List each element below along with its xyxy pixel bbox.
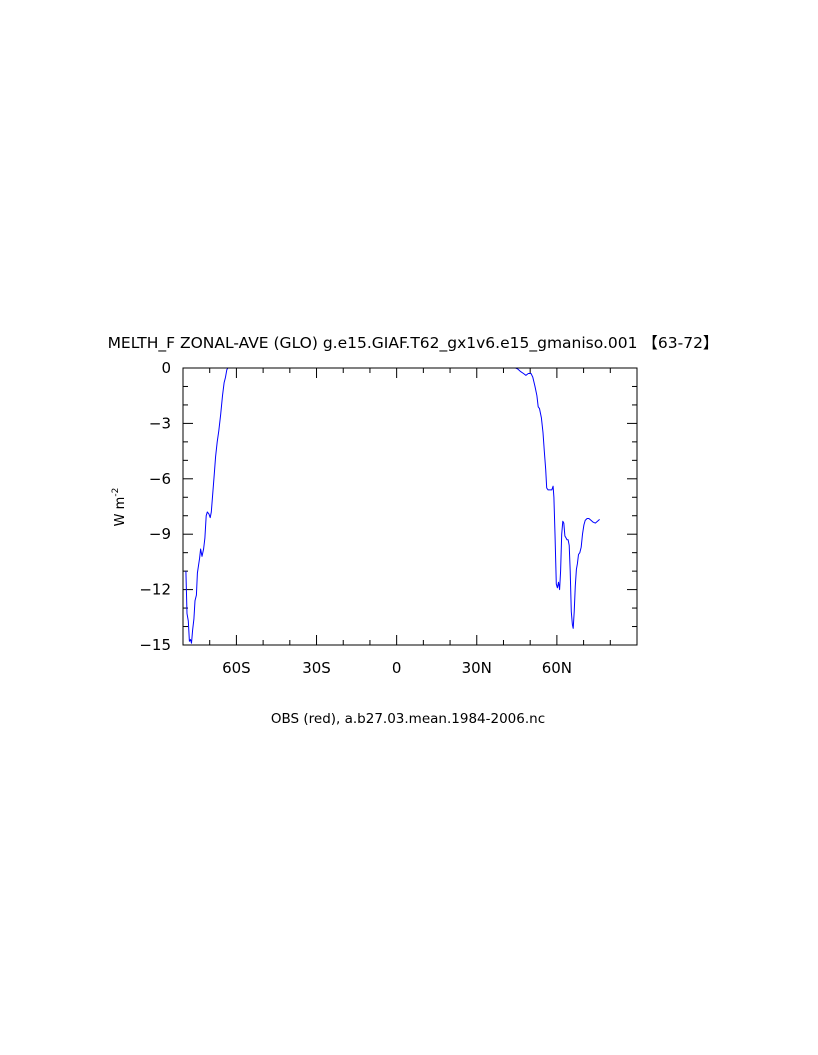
x-tick-label: 30N [462, 659, 492, 677]
series-line [185, 367, 600, 644]
x-tick-label: 0 [392, 659, 402, 677]
y-axis-label-superscript: -2 [111, 488, 121, 497]
y-axis-label-text: W m [113, 497, 128, 527]
y-tick-label: −3 [149, 414, 171, 432]
series-layer [185, 367, 600, 644]
y-tick-label: −9 [149, 525, 171, 543]
x-tick-label: 60S [222, 659, 251, 677]
plot-frame [182, 367, 638, 646]
y-axis-label: W m-2 [111, 488, 128, 527]
x-ticks: 60S 30S 0 30N 60N [209, 368, 611, 677]
y-tick-label: 0 [161, 359, 171, 377]
svg-text:W m-2: W m-2 [111, 488, 128, 527]
y-ticks: 0 −3 −6 −9 −12 −15 [139, 359, 637, 654]
y-tick-label: −12 [139, 581, 171, 599]
x-axis-label: OBS (red), a.b27.03.mean.1984-2006.nc [271, 711, 545, 727]
chart-title: MELTH_F ZONAL-AVE (GLO) g.e15.GIAF.T62_g… [108, 334, 719, 353]
y-tick-label: −6 [149, 470, 171, 488]
x-tick-label: 60N [542, 659, 572, 677]
x-tick-label: 30S [302, 659, 331, 677]
y-tick-label: −15 [139, 636, 171, 654]
